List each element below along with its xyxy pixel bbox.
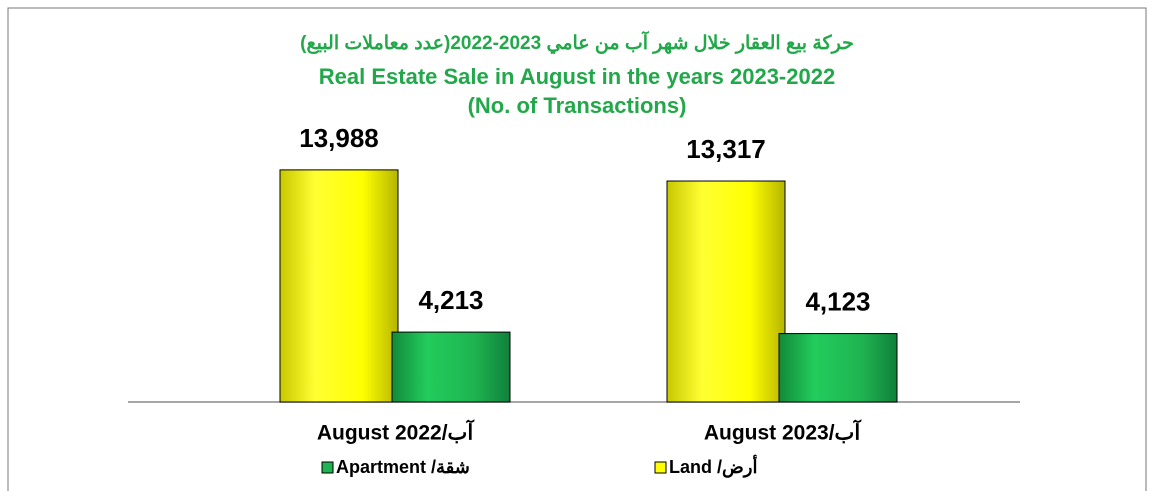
- chart-frame: [7, 7, 1147, 491]
- chart-subtitle: (No. of Transactions): [468, 93, 687, 118]
- x-tick-label: August 2022/آب: [317, 419, 474, 445]
- legend-label: Apartment /شقة: [336, 457, 470, 477]
- legend-label: Land /أرض: [669, 455, 757, 478]
- bar: [391, 331, 511, 403]
- data-label: 13,988: [299, 123, 379, 153]
- bar: [778, 333, 898, 403]
- data-label: 13,317: [686, 134, 766, 164]
- data-label: 4,123: [805, 286, 870, 316]
- data-label: 4,213: [418, 285, 483, 315]
- chart-subtitle: Real Estate Sale in August in the years …: [319, 64, 835, 89]
- bar: [666, 180, 786, 403]
- x-tick-label: August 2023/آب: [704, 419, 861, 445]
- chart-title: حركة بيع العقار خلال شهر آب من عامي 2023…: [300, 30, 854, 55]
- bar: [279, 169, 399, 403]
- legend-swatch: [654, 461, 667, 474]
- legend-swatch: [321, 461, 334, 474]
